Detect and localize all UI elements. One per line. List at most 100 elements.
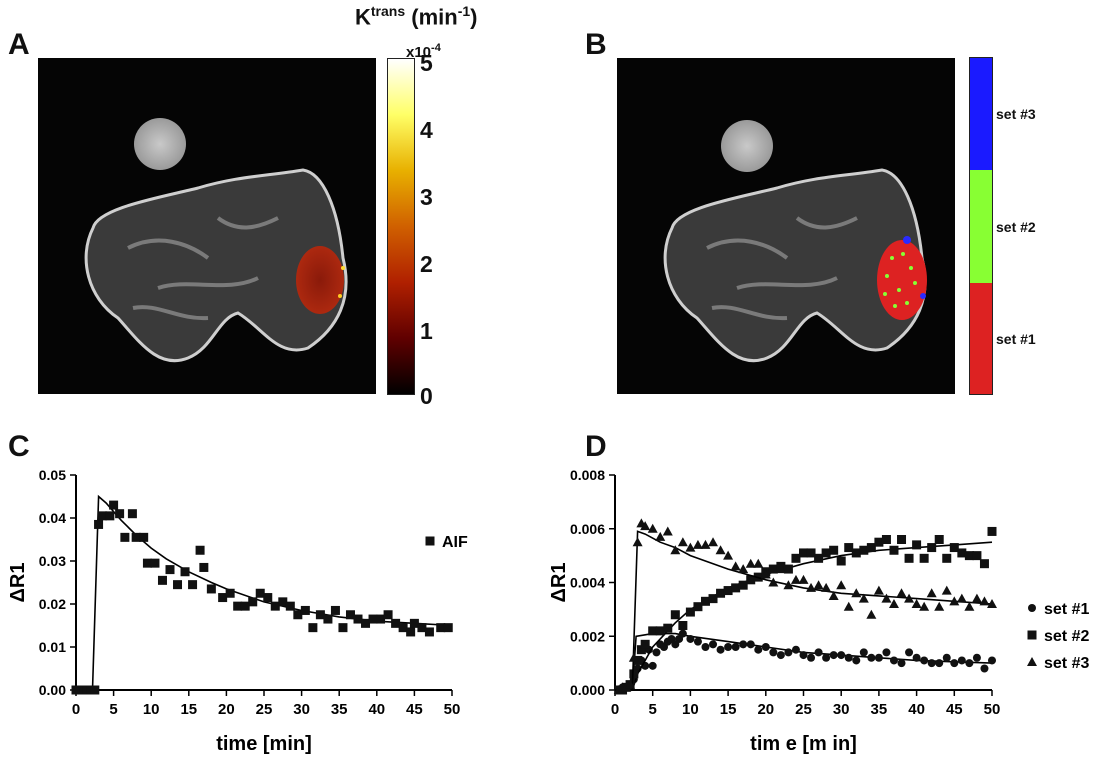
data-point <box>874 653 883 662</box>
data-point <box>716 588 726 598</box>
data-point <box>738 564 749 574</box>
colorbar-b <box>969 57 993 395</box>
y-tick-label: 0.000 <box>570 682 605 698</box>
fit-line-1 <box>76 494 453 691</box>
data-point <box>987 599 997 608</box>
x-axis-label: tim e [m in] <box>750 733 857 755</box>
data-point <box>139 532 149 542</box>
data-point <box>225 588 235 598</box>
data-point <box>361 618 371 628</box>
data-point <box>315 610 325 620</box>
data-point <box>640 639 650 649</box>
legend-label: AIF <box>442 534 468 551</box>
colorbar-a-title-unit-open: (min <box>405 4 458 30</box>
data-point <box>424 627 434 637</box>
data-point <box>980 664 989 673</box>
chart-c: 0 5 10 15 20 25 30 35 40 45 50 0.00 0.01 0.02 0.03 0.04… <box>7 467 468 755</box>
data-point <box>715 545 726 555</box>
data-point <box>270 601 280 611</box>
data-point <box>858 593 869 603</box>
y-tick-label: 0.002 <box>570 628 605 644</box>
colorbar-b-label-set3: set #3 <box>996 106 1036 122</box>
panel-label-c: C <box>8 430 30 463</box>
data-point <box>685 607 695 617</box>
data-point <box>383 610 393 620</box>
legend-label: set #1 <box>1044 601 1089 618</box>
data-point <box>964 601 975 611</box>
data-point <box>278 597 288 607</box>
data-point <box>648 661 657 670</box>
data-point <box>813 580 824 590</box>
data-point <box>971 593 982 603</box>
data-point <box>330 605 340 615</box>
colorbar-a-title-unit-close: ) <box>470 4 478 30</box>
legend-marker <box>425 536 435 546</box>
x-tick-label: 45 <box>406 701 423 718</box>
data-point <box>926 588 937 598</box>
data-point <box>655 626 665 636</box>
data-point <box>941 585 952 595</box>
data-point <box>979 559 989 569</box>
x-tick-label: 50 <box>984 701 1001 718</box>
legend-label: set #2 <box>1044 628 1089 645</box>
colorbar-a-title-main: K <box>355 4 371 30</box>
data-point <box>935 659 944 668</box>
x-tick-label: 20 <box>218 701 235 718</box>
data-point <box>784 648 793 657</box>
data-point <box>934 535 944 544</box>
data-point <box>836 580 847 590</box>
data-point <box>843 601 854 611</box>
data-point <box>791 553 801 563</box>
data-point <box>678 629 687 638</box>
colorbar-a-tick: 3 <box>420 184 433 210</box>
data-point <box>768 577 779 587</box>
data-point <box>708 537 719 547</box>
y-tick-label: 0.04 <box>39 510 66 526</box>
data-point <box>896 588 907 598</box>
data-point <box>730 561 741 571</box>
data-point <box>663 623 673 633</box>
y-axis-label: ΔR1 <box>7 563 29 603</box>
y-tick-label: 0.05 <box>39 467 66 483</box>
data-point <box>686 634 695 643</box>
data-point <box>897 659 906 668</box>
y-tick-label: 0.01 <box>39 639 66 655</box>
data-point <box>807 653 816 662</box>
data-point <box>873 585 884 595</box>
data-point <box>406 627 416 637</box>
x-tick-label: 20 <box>757 701 774 718</box>
colorbar-a-tick: 5 <box>420 50 433 76</box>
data-point <box>754 645 763 654</box>
mri-image-a-drawing <box>84 118 348 363</box>
data-point <box>866 609 877 619</box>
data-point <box>745 558 756 568</box>
data-point <box>724 643 733 651</box>
data-point <box>693 637 702 646</box>
data-point <box>670 610 680 620</box>
data-point <box>828 590 839 600</box>
data-point <box>323 614 333 624</box>
legend-marker <box>1027 657 1037 666</box>
chart-d: 0 5 10 15 20 25 30 35 40 45 50 0.000 0.002 0.004 0.006… <box>548 467 1089 755</box>
data-point <box>760 569 771 579</box>
data-point <box>957 548 967 558</box>
x-tick-label: 25 <box>795 701 812 718</box>
data-point <box>700 539 711 549</box>
data-point <box>821 582 832 592</box>
y-tick-label: 0.03 <box>39 553 66 569</box>
data-point <box>836 556 846 566</box>
colorbar-a-title: Ktrans (min-1) <box>355 3 477 30</box>
data-point <box>852 656 861 665</box>
data-point <box>905 648 914 657</box>
x-tick-label: 35 <box>331 701 348 718</box>
data-point <box>709 640 718 649</box>
data-point <box>300 605 310 615</box>
data-point <box>723 550 734 560</box>
data-point <box>753 558 764 568</box>
mri-image-a <box>38 58 376 394</box>
data-point <box>115 509 125 519</box>
data-point <box>195 545 205 555</box>
data-point <box>746 575 756 585</box>
data-point <box>851 588 862 598</box>
data-point <box>127 509 137 519</box>
